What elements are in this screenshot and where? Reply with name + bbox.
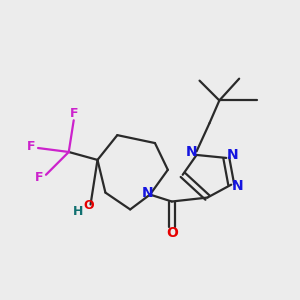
Text: H: H xyxy=(73,205,83,218)
Text: N: N xyxy=(142,186,153,200)
Text: O: O xyxy=(166,226,178,240)
Text: N: N xyxy=(232,179,244,193)
Text: N: N xyxy=(226,148,238,162)
Text: F: F xyxy=(27,140,36,153)
Text: O: O xyxy=(84,200,94,212)
Text: F: F xyxy=(35,171,44,184)
Text: N: N xyxy=(185,145,197,159)
Text: F: F xyxy=(70,107,79,120)
